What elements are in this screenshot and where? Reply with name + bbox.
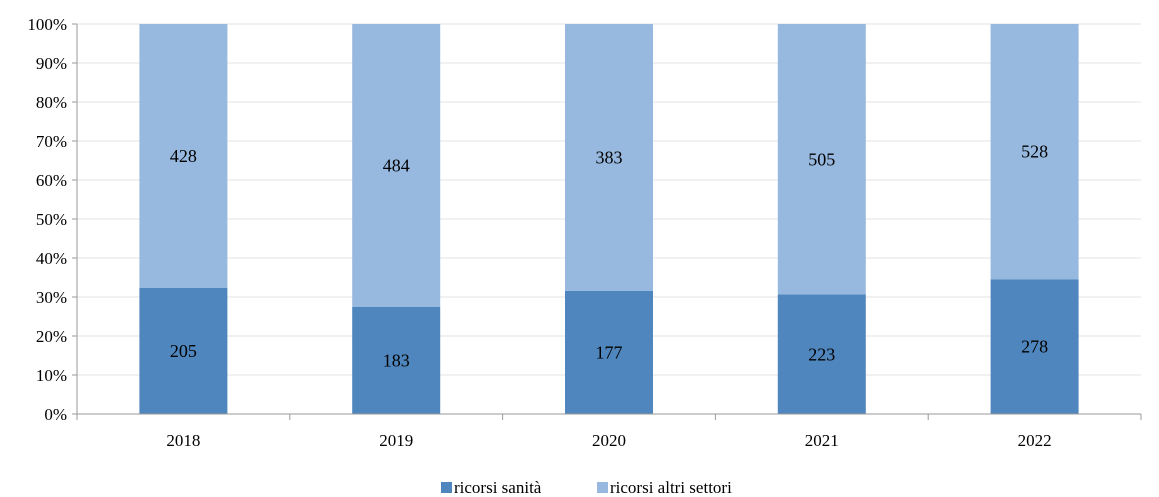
y-tick-label: 50% — [36, 210, 67, 229]
data-label: 278 — [1021, 337, 1048, 357]
data-label: 428 — [170, 146, 197, 166]
legend: ricorsi sanità ricorsi altri settori — [441, 478, 732, 497]
data-label: 383 — [596, 147, 623, 167]
y-tick-label: 80% — [36, 93, 67, 112]
bar-segment-2018-sanita — [139, 287, 228, 414]
data-label: 484 — [383, 155, 410, 175]
y-tick-label: 40% — [36, 249, 67, 268]
x-tick-label: 2019 — [379, 431, 413, 450]
bar-segment-2021-altri-settori — [777, 24, 866, 295]
y-tick-label: 10% — [36, 366, 67, 385]
x-tick-label: 2022 — [1018, 431, 1052, 450]
y-tick-label: 100% — [27, 15, 67, 34]
bar-segment-2018-altri-settori — [139, 24, 228, 288]
bar-segment-2020-sanita — [565, 290, 653, 414]
bar-segment-2019-altri-settori — [352, 24, 441, 307]
data-label: 177 — [596, 342, 623, 362]
y-tick-label: 60% — [36, 171, 67, 190]
data-label: 505 — [808, 149, 835, 169]
y-axis: 0% 10% 20% 30% 40% 50% 60% 70% 80% 90% 100% — [27, 15, 78, 424]
data-label: 183 — [383, 350, 410, 370]
x-tick-label: 2018 — [166, 431, 200, 450]
bar-segment-2022-altri-settori — [990, 24, 1079, 280]
legend-swatch-altri-settori — [597, 482, 608, 493]
data-label: 223 — [808, 344, 835, 364]
bars: 205 428 183 484 177 383 223 505 278 528 — [139, 24, 1079, 414]
data-label: 205 — [170, 341, 197, 361]
y-tick-label: 20% — [36, 327, 67, 346]
data-label: 528 — [1021, 142, 1048, 162]
y-tick-label: 30% — [36, 288, 67, 307]
x-tick-label: 2020 — [592, 431, 626, 450]
y-tick-label: 90% — [36, 54, 67, 73]
legend-label-altri-settori: ricorsi altri settori — [610, 478, 732, 497]
bar-segment-2020-altri-settori — [565, 24, 653, 291]
y-tick-label: 70% — [36, 132, 67, 151]
x-axis: 2018 2019 2020 2021 2022 — [76, 413, 1142, 450]
y-tick-label: 0% — [44, 405, 67, 424]
x-tick-label: 2021 — [805, 431, 839, 450]
bar-segment-2019-sanita — [352, 306, 441, 414]
bar-segment-2022-sanita — [990, 279, 1079, 414]
legend-swatch-sanita — [441, 482, 452, 493]
bar-segment-2021-sanita — [777, 294, 866, 414]
legend-label-sanita: ricorsi sanità — [454, 478, 542, 497]
